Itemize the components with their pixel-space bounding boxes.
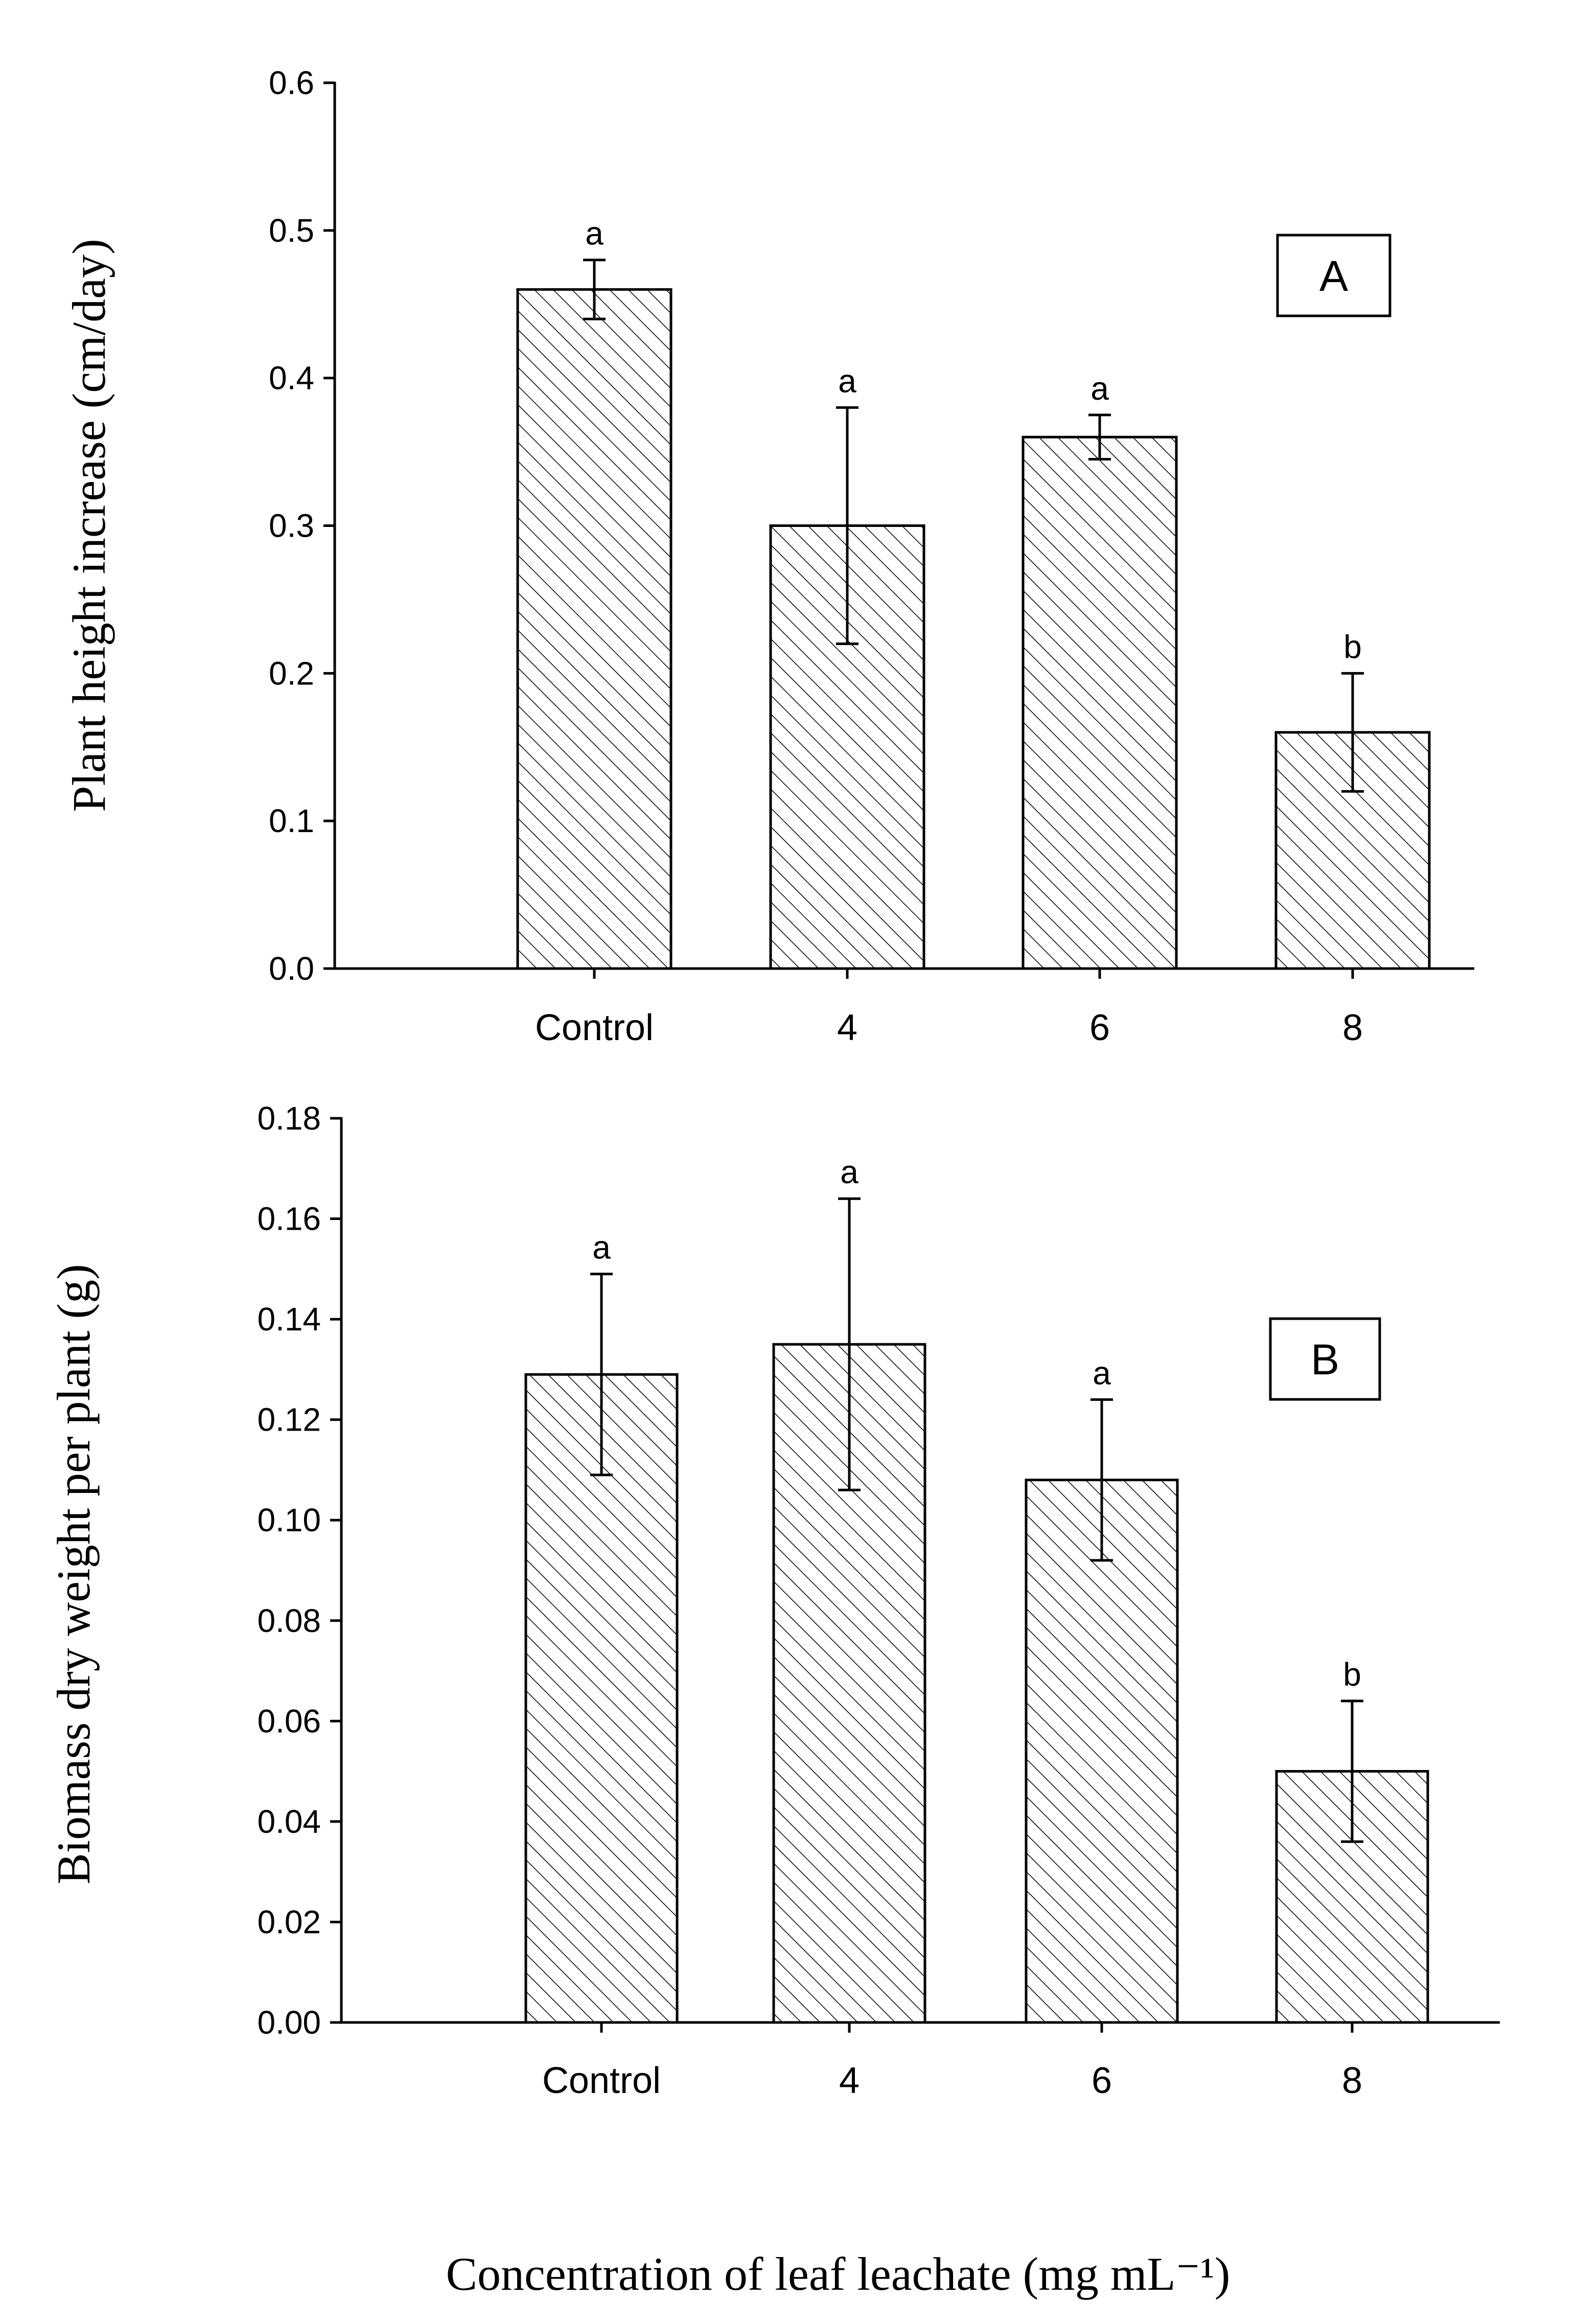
panel-b-bar-6: [1025, 1479, 1179, 2024]
panel-a-x-tick-label: 8: [1342, 1007, 1363, 1048]
panel-a-y-tick-label: 0.1: [269, 802, 314, 839]
panel-a-bar-6: [1022, 435, 1178, 970]
panel-a-label-box: [1276, 234, 1391, 317]
panel-a-y-tick-label: 0.4: [269, 360, 314, 397]
panel-b-significance-letter: a: [1093, 1354, 1111, 1391]
x-axis-title: Concentration of leaf leachate (mg mL⁻¹): [446, 2248, 1231, 2300]
panel-b-x-tick-label: 6: [1092, 2060, 1112, 2101]
panel-b-y-tick-label: 0.10: [257, 1502, 321, 1538]
panel-b-y-tick-label: 0.06: [257, 1702, 321, 1739]
panel-a-x-tick-label: 6: [1089, 1007, 1110, 1048]
panel-a-bar-control: [516, 288, 672, 970]
panel-a-y-tick-label: 0.6: [269, 64, 314, 101]
panel-b-x-tick-label: Control: [542, 2060, 661, 2101]
panel-a-y-axis-title: Plant height increase (cm/day): [63, 239, 115, 812]
panel-b-label: B: [1311, 1336, 1339, 1384]
panel-a-chart: 0.0 0.1 0.2 0.3 0.4 0.5 0.6 a Control a 4 a 6 b 8 Plant…: [63, 64, 1474, 1048]
panel-b-y-tick-label: 0.12: [257, 1401, 321, 1438]
panel-a-significance-letter: b: [1343, 628, 1362, 665]
panel-a-y-tick-label: 0.5: [269, 212, 314, 249]
panel-b-y-tick-label: 0.18: [257, 1100, 321, 1137]
panel-a-x-tick-label: 4: [837, 1007, 857, 1048]
panel-b-y-tick-label: 0.08: [257, 1602, 321, 1639]
panel-b-y-tick-label: 0.00: [257, 2004, 321, 2041]
panel-b-bar-control: [524, 1373, 679, 2024]
panel-a-label: A: [1319, 252, 1348, 300]
panel-b-significance-letter: a: [840, 1154, 858, 1190]
panel-b-y-tick-label: 0.02: [257, 1903, 321, 1940]
panel-b-y-tick-label: 0.16: [257, 1201, 321, 1237]
panel-a-x-tick-label: Control: [535, 1007, 654, 1048]
panel-a-significance-letter: a: [585, 215, 604, 252]
panel-b-x-tick-label: 8: [1342, 2060, 1362, 2101]
panel-b-y-tick-label: 0.04: [257, 1803, 321, 1840]
panel-b-y-tick-label: 0.14: [257, 1301, 321, 1338]
panel-b-significance-letter: b: [1343, 1656, 1361, 1693]
panel-a-y-tick-label: 0.0: [269, 950, 314, 987]
panel-a-significance-letter: a: [838, 362, 856, 399]
panel-b-x-tick-label: 4: [839, 2060, 860, 2101]
panel-b-significance-letter: a: [592, 1229, 611, 1266]
panel-b-label-box: [1269, 1317, 1381, 1401]
panel-b-y-axis-title: Biomass dry weight per plant (g): [48, 1264, 100, 1884]
panel-b-chart: 0.00 0.02 0.04 0.06 0.08 0.10 0.12 0.14 0.16 0.18…: [48, 1100, 1500, 2101]
panel-a-y-tick-label: 0.2: [269, 655, 314, 692]
panel-a-significance-letter: a: [1090, 370, 1109, 407]
panel-a-y-tick-label: 0.3: [269, 508, 314, 544]
